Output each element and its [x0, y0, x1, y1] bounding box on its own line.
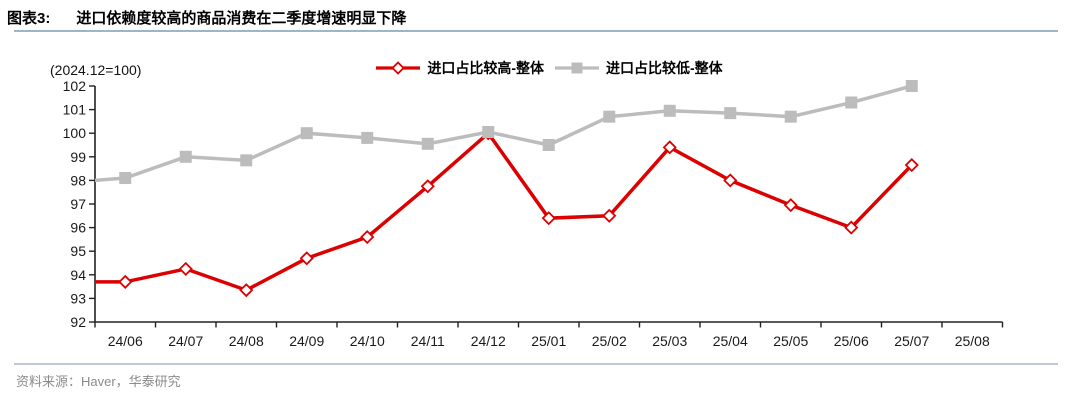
legend: 进口占比较高-整体 进口占比较低-整体: [95, 58, 1003, 78]
x-tick-label: 25/02: [592, 333, 627, 349]
y-tick-label: 99: [70, 149, 86, 165]
x-tick-label: 24/10: [350, 333, 385, 349]
x-tick-label: 25/03: [652, 333, 687, 349]
data-point-marker-diamond: [239, 283, 254, 298]
data-point-marker-diamond: [662, 140, 677, 155]
y-tick-label: 93: [70, 290, 86, 306]
chart-title: 图表3: 进口依赖度较高的商品消费在二季度增速明显下降: [7, 7, 1064, 28]
data-point-marker-diamond: [844, 220, 859, 235]
data-point-marker-diamond: [420, 179, 435, 194]
x-tick-label: 24/06: [108, 333, 143, 349]
x-tick-label: 24/12: [471, 333, 506, 349]
y-tick-label: 96: [70, 220, 86, 236]
footer-divider-line: [14, 363, 1058, 365]
axis-index-note: (2024.12=100): [50, 62, 142, 78]
y-tick-label: 100: [63, 125, 87, 141]
x-tick-label: 25/06: [834, 333, 869, 349]
legend-item-high-import-share: 进口占比较高-整体: [375, 58, 544, 78]
data-point-marker-diamond: [904, 157, 919, 173]
x-tick-label: 25/01: [531, 333, 566, 349]
data-point-marker-diamond: [118, 274, 133, 289]
x-tick-label: 25/08: [955, 333, 990, 349]
data-point-marker-square: [845, 96, 858, 109]
figure-number-label: 图表3:: [7, 10, 51, 27]
data-point-marker-square: [663, 104, 676, 117]
data-point-marker-square: [240, 154, 253, 167]
data-point-marker-square: [724, 107, 737, 120]
legend-label: 进口占比较高-整体: [427, 60, 544, 76]
legend-marker-high-import-share: [376, 61, 421, 75]
data-point-marker-diamond: [541, 211, 556, 226]
data-point-marker-square: [905, 80, 918, 92]
figure-title-text: 进口依赖度较高的商品消费在二季度增速明显下降: [76, 10, 407, 27]
y-tick-label: 98: [70, 172, 86, 188]
data-point-marker-square: [361, 131, 374, 144]
series-line-high-import-share: [95, 130, 914, 293]
x-tick-label: 25/04: [713, 333, 748, 349]
data-point-marker-diamond: [723, 173, 738, 188]
y-tick-label: 95: [70, 243, 86, 259]
data-point-marker-square: [784, 110, 797, 123]
legend-label: 进口占比较低-整体: [606, 60, 723, 76]
legend-marker-low-import-share: [555, 62, 599, 74]
data-point-marker-square: [300, 127, 313, 140]
x-tick-label: 24/07: [168, 333, 203, 349]
y-tick-label: 97: [70, 196, 86, 212]
series-line-low-import-share: [94, 84, 913, 183]
source-text: 资料来源：Haver，华泰研究: [16, 374, 181, 389]
title-divider-line: [14, 30, 1058, 32]
data-point-marker-square: [603, 110, 616, 123]
data-point-marker-square: [119, 172, 132, 185]
data-point-marker-diamond: [602, 208, 617, 223]
data-point-marker-square: [421, 137, 434, 150]
x-tick-label: 24/08: [229, 333, 264, 349]
x-tick-label: 24/11: [411, 333, 445, 349]
data-point-marker-square: [482, 126, 495, 139]
data-point-marker-square: [179, 150, 192, 163]
x-tick-label: 25/05: [773, 333, 808, 349]
data-point-marker-square: [542, 139, 555, 151]
x-tick-label: 25/07: [894, 333, 929, 349]
data-point-marker-diamond: [783, 198, 798, 213]
data-point-marker-diamond: [299, 251, 314, 266]
legend-item-low-import-share: 进口占比较低-整体: [554, 58, 723, 78]
y-tick-label: 92: [70, 314, 86, 330]
data-point-marker-diamond: [360, 229, 375, 245]
x-tick-label: 24/09: [289, 333, 324, 349]
data-point-marker-diamond: [178, 261, 193, 276]
y-tick-label: 94: [70, 267, 86, 283]
y-tick-label: 101: [63, 102, 87, 118]
y-tick-label: 102: [63, 78, 87, 94]
